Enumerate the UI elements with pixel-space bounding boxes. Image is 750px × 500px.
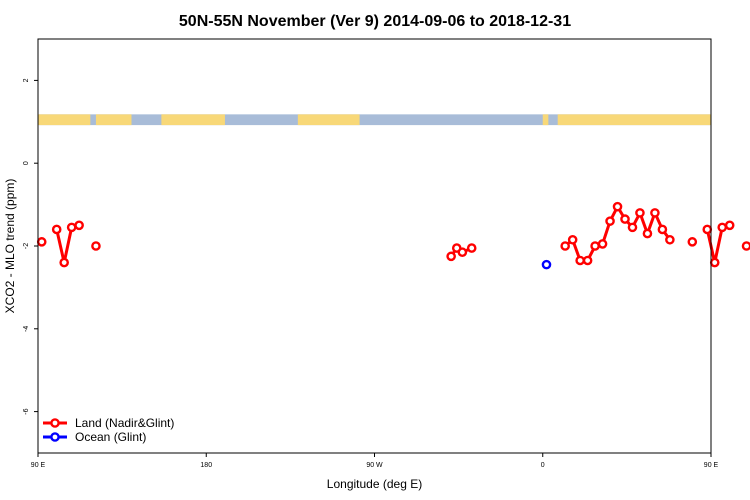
data-point — [590, 241, 600, 251]
x-tick-label: 90 E — [31, 462, 46, 469]
land-band — [297, 114, 360, 126]
land-ocean-strip — [38, 114, 711, 126]
y-tick-label: 2 — [23, 78, 30, 82]
x-tick-label: 90 W — [366, 462, 383, 469]
x-tick-label: 180 — [200, 462, 212, 469]
data-point — [741, 241, 750, 251]
data-point — [665, 234, 675, 245]
data-point — [702, 224, 713, 235]
legend-marker — [50, 418, 60, 428]
legend-marker — [50, 432, 60, 442]
data-point — [605, 216, 615, 226]
data-point — [51, 224, 62, 235]
land-band — [95, 114, 132, 126]
data-point — [642, 228, 653, 239]
data-point — [446, 251, 456, 262]
legend-entry-label: Land (Nadir&Glint) — [75, 416, 174, 430]
data-point — [687, 237, 698, 247]
data-point — [657, 224, 668, 235]
axes: 90 E 180 90 W 0 90 E 2 0 -2 -4 -6 — [23, 78, 719, 469]
data-point — [612, 201, 623, 212]
series-land — [36, 201, 750, 268]
chart-title: 50N-55N November (Ver 9) 2014-09-06 to 2… — [179, 13, 571, 30]
data-point — [66, 222, 77, 233]
data-point — [635, 208, 645, 218]
legend-entry-label: Ocean (Glint) — [75, 430, 146, 444]
data-point — [541, 259, 552, 270]
data-point — [709, 257, 720, 268]
y-tick-label: -6 — [23, 408, 30, 414]
ocean-band — [39, 114, 710, 126]
data-point — [627, 222, 638, 233]
x-tick-label: 90 E — [704, 462, 719, 469]
data-point — [717, 222, 728, 233]
y-tick-label: 0 — [23, 161, 30, 165]
legend: Land (Nadir&Glint)Ocean (Glint) — [43, 416, 174, 444]
data-point — [74, 220, 84, 231]
y-tick-label: -2 — [23, 243, 30, 249]
land-band — [161, 114, 225, 126]
land-band — [542, 114, 549, 126]
data-point — [582, 255, 593, 266]
land-band — [38, 114, 91, 126]
series-ocean — [541, 259, 552, 270]
y-axis-label: XCO2 - MLO trend (ppm) — [3, 179, 17, 314]
data-point — [457, 247, 468, 258]
land-band — [557, 114, 711, 126]
series-layer — [36, 201, 750, 270]
data-point — [575, 255, 585, 266]
data-point — [560, 241, 570, 251]
data-point — [650, 208, 660, 218]
x-tick-label: 0 — [541, 462, 545, 469]
data-point — [620, 214, 630, 224]
data-point — [466, 243, 477, 253]
data-point — [597, 239, 608, 249]
data-point — [91, 241, 101, 251]
y-tick-label: -4 — [23, 326, 30, 332]
data-point — [567, 234, 578, 245]
data-point — [724, 220, 735, 231]
data-point — [59, 257, 69, 268]
x-axis-label: Longitude (deg E) — [327, 477, 422, 491]
data-point — [36, 237, 47, 247]
plot-frame — [37, 38, 712, 454]
